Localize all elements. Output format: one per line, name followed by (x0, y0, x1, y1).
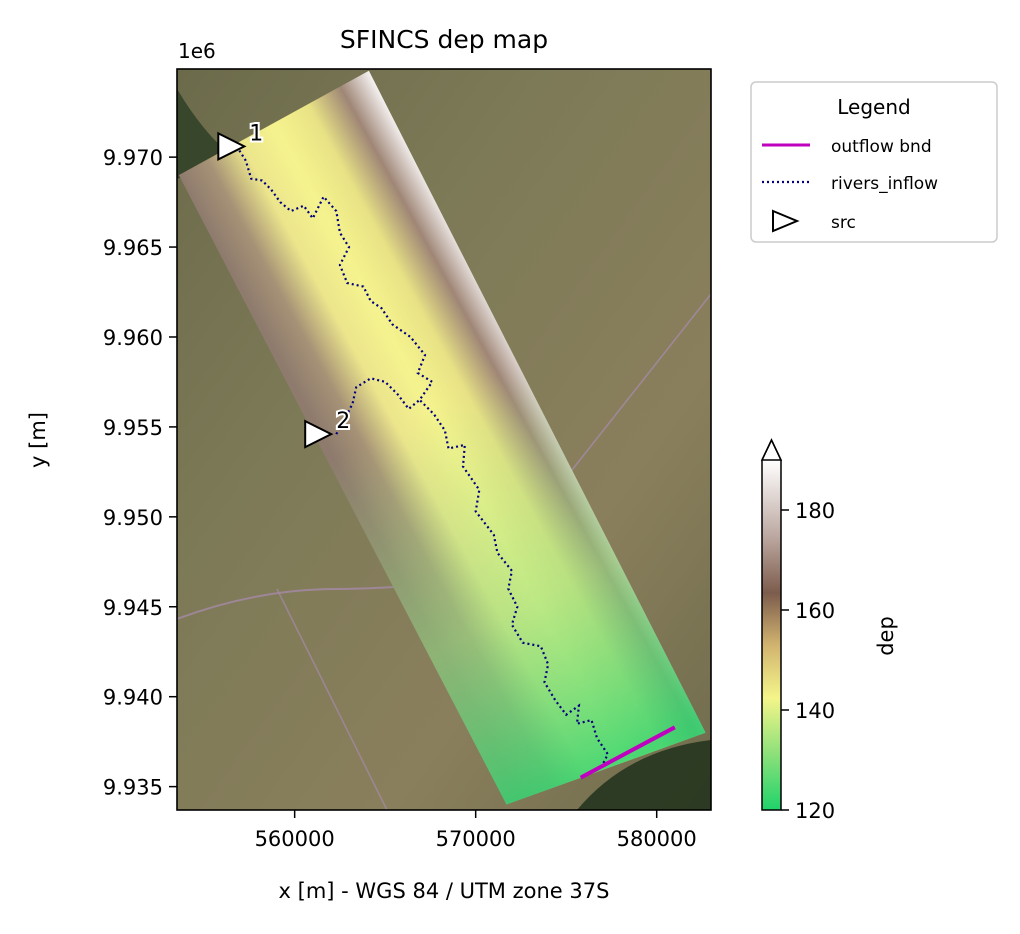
colorbar-ticks: 120 140 160 180 (781, 499, 835, 823)
road-east (556, 293, 711, 490)
y-tick-label: 9.945 (103, 596, 163, 620)
colorbar-tick-label: 180 (795, 499, 835, 523)
road-south (276, 588, 388, 810)
rivers-inflow-layer (235, 145, 610, 770)
y-offset-label: 1e6 (178, 39, 216, 63)
y-tick-label: 9.970 (103, 146, 163, 170)
x-tick-label: 570000 (436, 827, 516, 851)
y-tick-label: 9.955 (103, 416, 163, 440)
x-axis-ticks: 560000 570000 580000 (255, 810, 697, 851)
colorbar: 120 140 160 180 dep (760, 438, 898, 823)
y-tick-label: 9.950 (103, 506, 163, 530)
chart-title: SFINCS dep map (340, 25, 548, 54)
colorbar-tick-label: 160 (795, 599, 835, 623)
legend-frame (750, 81, 998, 243)
legend-title: Legend (837, 95, 910, 119)
outflow-boundary-layer (579, 725, 676, 780)
src-marker-1 (217, 131, 247, 161)
colorbar-tick-label: 140 (795, 699, 835, 723)
src-marker-2 (304, 419, 334, 449)
outflow-bnd-line (579, 725, 676, 780)
colorbar-tick-label: 120 (795, 799, 835, 823)
y-axis-ticks: 9.935 9.940 9.945 9.950 9.955 9.960 9.965 9.970 (103, 146, 177, 800)
forest-patch-se (577, 740, 711, 810)
colorbar-extend-triangle (760, 438, 783, 461)
y-axis-label: y [m] (26, 412, 50, 468)
dep-raster-low-shading (178, 70, 706, 805)
legend-outflow-label: outflow bnd (831, 137, 932, 157)
y-tick-label: 9.960 (103, 326, 163, 350)
legend: Legend outflow bnd rivers_inflow src (750, 81, 998, 243)
y-tick-label: 9.940 (103, 686, 163, 710)
legend-src-label: src (831, 213, 856, 233)
model-domain (178, 70, 706, 805)
x-tick-label: 580000 (617, 827, 697, 851)
colorbar-bar (762, 460, 781, 810)
colorbar-outline (761, 438, 782, 811)
legend-src-marker-icon (772, 209, 800, 233)
rivers-inflow-line (235, 145, 610, 770)
legend-rivers-label: rivers_inflow (831, 174, 938, 194)
src-label-halo-2: 2 (336, 409, 350, 434)
axes-frame (176, 68, 712, 811)
y-tick-label: 9.965 (103, 236, 163, 260)
src-label-2: 2 (336, 409, 350, 434)
x-axis-label: x [m] - WGS 84 / UTM zone 37S (279, 879, 610, 903)
src-label-halo-1: 1 (249, 121, 263, 146)
src-label-1: 1 (249, 121, 263, 146)
colorbar-label: dep (874, 616, 898, 656)
x-tick-label: 560000 (255, 827, 335, 851)
y-tick-label: 9.935 (103, 776, 163, 800)
